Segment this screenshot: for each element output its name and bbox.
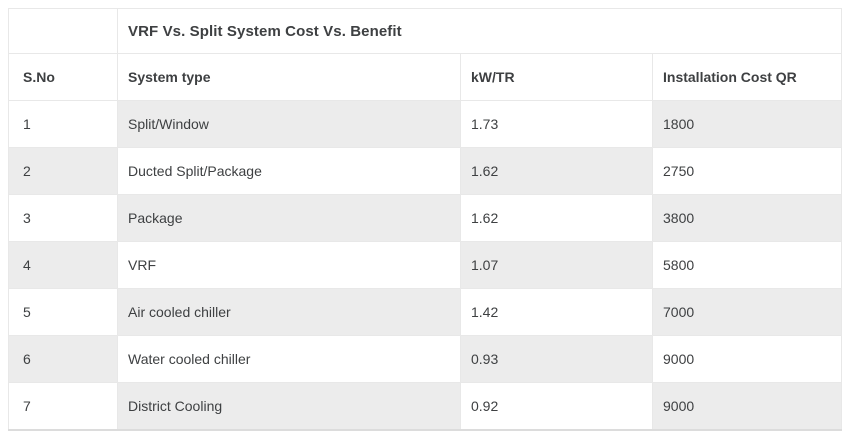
column-header-installation-cost: Installation Cost QR <box>651 53 843 101</box>
cell-sno: 4 <box>8 241 118 289</box>
cell-installation-cost: 3800 <box>651 194 843 242</box>
cell-system-type: Air cooled chiller <box>117 288 461 336</box>
cell-kw-tr: 0.93 <box>460 335 653 383</box>
cell-kw-tr: 1.62 <box>460 194 653 242</box>
column-header-sno: S.No <box>8 53 118 101</box>
cell-system-type: Water cooled chiller <box>117 335 461 383</box>
cell-system-type: District Cooling <box>117 382 461 430</box>
table-row: 4 VRF 1.07 5800 <box>8 241 843 289</box>
cell-installation-cost: 5800 <box>651 241 843 289</box>
cell-sno: 2 <box>8 147 118 195</box>
cell-kw-tr: 0.92 <box>460 382 653 430</box>
cost-benefit-table: VRF Vs. Split System Cost Vs. Benefit S.… <box>8 8 843 431</box>
cell-sno: 5 <box>8 288 118 336</box>
table-row: 1 Split/Window 1.73 1800 <box>8 100 843 148</box>
cell-installation-cost: 7000 <box>651 288 843 336</box>
column-header-kw-tr: kW/TR <box>460 53 653 101</box>
table-header-row: S.No System type kW/TR Installation Cost… <box>8 53 843 101</box>
cell-sno: 3 <box>8 194 118 242</box>
cell-kw-tr: 1.07 <box>460 241 653 289</box>
cell-system-type: Package <box>117 194 461 242</box>
table-row: 6 Water cooled chiller 0.93 9000 <box>8 335 843 383</box>
cell-system-type: Split/Window <box>117 100 461 148</box>
cell-kw-tr: 1.42 <box>460 288 653 336</box>
cell-sno: 7 <box>8 382 118 430</box>
cell-installation-cost: 2750 <box>651 147 843 195</box>
cell-installation-cost: 9000 <box>651 335 843 383</box>
cell-installation-cost: 9000 <box>651 382 843 430</box>
cell-kw-tr: 1.73 <box>460 100 653 148</box>
title-row-empty-cell <box>8 8 118 54</box>
table-title-row: VRF Vs. Split System Cost Vs. Benefit <box>8 8 843 54</box>
cell-system-type: VRF <box>117 241 461 289</box>
cell-kw-tr: 1.62 <box>460 147 653 195</box>
table-row: 2 Ducted Split/Package 1.62 2750 <box>8 147 843 195</box>
cell-sno: 6 <box>8 335 118 383</box>
table-row: 3 Package 1.62 3800 <box>8 194 843 242</box>
cell-sno: 1 <box>8 100 118 148</box>
table-row: 5 Air cooled chiller 1.42 7000 <box>8 288 843 336</box>
cost-benefit-table-container: VRF Vs. Split System Cost Vs. Benefit S.… <box>8 8 843 431</box>
column-header-system-type: System type <box>117 53 461 101</box>
table-title: VRF Vs. Split System Cost Vs. Benefit <box>116 8 843 54</box>
cell-installation-cost: 1800 <box>651 100 843 148</box>
table-row: 7 District Cooling 0.92 9000 <box>8 382 843 430</box>
cell-system-type: Ducted Split/Package <box>117 147 461 195</box>
